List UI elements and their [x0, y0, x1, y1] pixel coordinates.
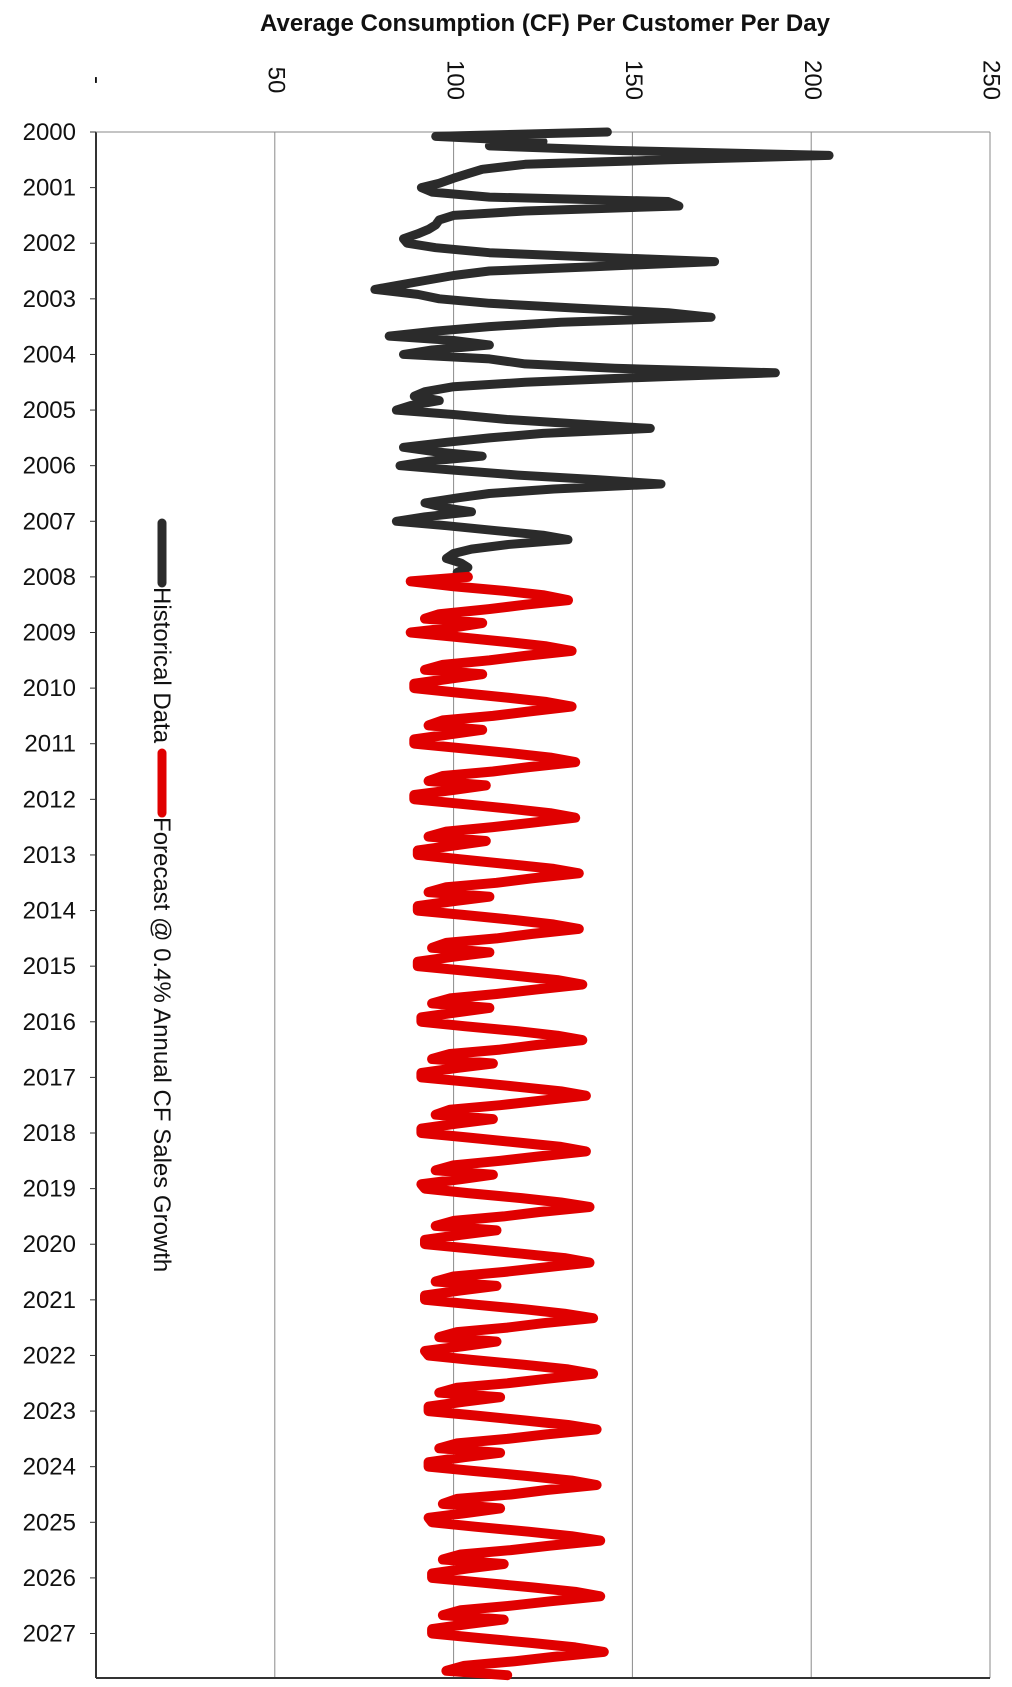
year-tick-label: 2008: [23, 564, 76, 591]
year-tick-label: 2016: [23, 1009, 76, 1036]
year-tick-label: 2006: [23, 453, 76, 480]
year-tick-label: 2005: [23, 397, 76, 424]
legend-label-forecast: Forecast @ 0.4% Annual CF Sales Growth: [148, 817, 175, 1272]
year-tick-label: 2020: [23, 1231, 76, 1258]
value-tick-label: 250: [978, 60, 1005, 100]
year-tick-label: 2027: [23, 1621, 76, 1648]
year-tick-label: 2018: [23, 1120, 76, 1147]
year-tick-label: 2003: [23, 286, 76, 313]
year-tick-label: 2013: [23, 842, 76, 869]
value-tick-label: -: [84, 76, 111, 84]
year-tick-label: 2002: [23, 230, 76, 257]
year-tick-label: 2022: [23, 1342, 76, 1369]
year-tick-label: 2011: [24, 731, 76, 758]
year-tick-label: 2025: [23, 1509, 76, 1536]
year-tick-label: 2012: [23, 786, 76, 813]
year-tick-label: 2023: [23, 1398, 76, 1425]
year-tick-label: 2007: [23, 508, 76, 535]
year-tick-label: 2026: [23, 1565, 76, 1592]
series-line-historical: [370, 127, 834, 577]
value-tick-label: 200: [799, 60, 826, 100]
legend: Historical Data Forecast @ 0.4% Annual CF…: [148, 518, 175, 1272]
series-lines: [370, 127, 834, 1681]
year-tick-label: 2001: [23, 175, 76, 202]
year-tick-label: 2021: [23, 1287, 76, 1314]
year-tick-label: 2024: [23, 1454, 76, 1481]
year-tick-label: 2017: [23, 1064, 76, 1091]
chart-title: Average Consumption (CF) Per Customer Pe…: [260, 10, 831, 37]
year-tick-label: 2014: [23, 898, 76, 925]
value-tick-label: 100: [441, 60, 468, 100]
year-tick-label: 2019: [23, 1176, 76, 1203]
series-line-forecast: [405, 571, 609, 1681]
year-tick-label: 2015: [23, 953, 76, 980]
legend-label-historical: Historical Data: [148, 587, 175, 744]
value-tick-label: 50: [262, 67, 289, 94]
year-tick-label: 2010: [23, 675, 76, 702]
year-axis-ticks: 2000 2001 2002 2003 2004 2005 2006 2007 2008 2009…: [23, 119, 96, 1648]
year-tick-label: 2000: [23, 119, 76, 146]
year-tick-label: 2004: [23, 341, 76, 368]
value-tick-label: 150: [620, 60, 647, 100]
value-axis-ticks: - 50 100 150 200 250: [84, 60, 1005, 100]
year-tick-label: 2009: [23, 620, 76, 647]
